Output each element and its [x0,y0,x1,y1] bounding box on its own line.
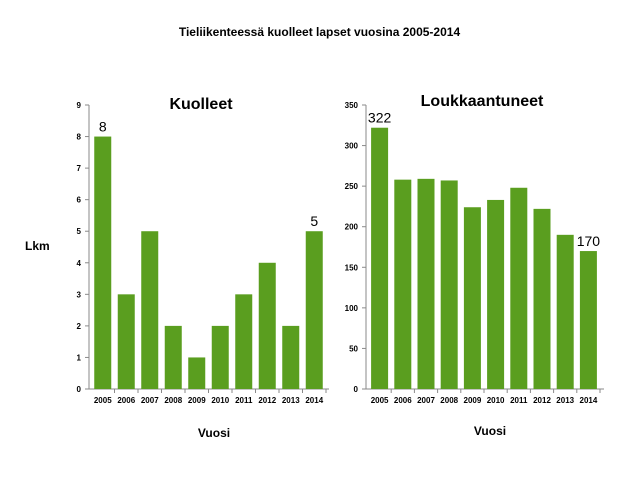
kuolleet-chart: Kuolleet 0 1 2 3 4 5 6 7 8 9 2005 2006 2007 2008 2009 20… [77,96,329,440]
loukkaantuneet-y-tick-label: 150 [345,263,359,272]
kuolleet-x-tick-label: 2009 [188,396,206,405]
loukkaantuneet-bar-2014 [579,251,597,389]
kuolleet-x-axis-label: Vuosi [198,426,230,440]
kuolleet-x-tick-label: 2008 [164,396,182,405]
loukkaantuneet-bar-2013 [556,234,574,389]
loukkaantuneet-x-tick-label: 2007 [417,396,435,405]
loukkaantuneet-chart: Loukkaantuneet 0 50 100 150 200 250 300 350 2005 2… [345,93,604,438]
kuolleet-bar-2013 [282,325,300,389]
loukkaantuneet-x-tick-label: 2013 [556,396,574,405]
kuolleet-y-tick-label: 6 [77,196,82,205]
kuolleet-bar-2010 [211,325,229,389]
kuolleet-title: Kuolleet [169,96,233,113]
kuolleet-x-tick-label: 2011 [235,396,253,405]
kuolleet-x-tick-label: 2014 [305,396,323,405]
loukkaantuneet-x-tick-label: 2005 [371,396,389,405]
kuolleet-x-tick-label: 2012 [258,396,276,405]
kuolleet-bar-2008 [164,325,182,389]
loukkaantuneet-x-tick-label: 2006 [394,396,412,405]
loukkaantuneet-bar-2007 [417,178,435,389]
kuolleet-y-tick-label: 4 [77,259,82,268]
loukkaantuneet-y-tick-label: 200 [345,223,359,232]
loukkaantuneet-bar-2005 [371,127,389,389]
kuolleet-x-tick-label: 2005 [94,396,112,405]
kuolleet-bar-2014 [305,231,323,389]
loukkaantuneet-y-tick-label: 300 [345,142,359,151]
kuolleet-y-tick-label: 1 [77,353,82,362]
kuolleet-bar-2005 [94,136,112,389]
kuolleet-bar-2009 [188,357,206,389]
loukkaantuneet-y-tick-label: 50 [349,344,358,353]
loukkaantuneet-x-tick-label: 2012 [533,396,551,405]
loukkaantuneet-bar-2009 [463,207,481,389]
loukkaantuneet-y-tick-label: 100 [345,304,359,313]
kuolleet-data-label: 5 [310,213,318,229]
page-title: Tieliikenteessä kuolleet lapset vuosina … [178,25,461,39]
loukkaantuneet-bar-2011 [510,187,528,389]
kuolleet-bar-2007 [141,231,159,389]
kuolleet-bar-2011 [235,294,253,389]
kuolleet-data-label: 8 [99,119,107,135]
loukkaantuneet-bar-2010 [487,199,505,389]
kuolleet-y-tick-label: 0 [77,385,82,394]
kuolleet-y-tick-label: 5 [77,227,82,236]
loukkaantuneet-bar-2006 [394,179,412,389]
loukkaantuneet-x-tick-label: 2008 [440,396,458,405]
kuolleet-y-tick-label: 8 [77,133,82,142]
loukkaantuneet-x-axis-label: Vuosi [474,424,506,438]
loukkaantuneet-title: Loukkaantuneet [421,93,544,110]
kuolleet-bar-2012 [258,262,276,389]
loukkaantuneet-y-tick-label: 250 [345,182,359,191]
loukkaantuneet-x-tick-label: 2014 [580,396,598,405]
kuolleet-y-tick-label: 3 [77,290,82,299]
loukkaantuneet-bar-2008 [440,180,458,389]
loukkaantuneet-y-tick-label: 350 [345,101,359,110]
y-axis-label: Lkm [25,239,50,253]
kuolleet-bar-2006 [117,294,135,389]
kuolleet-x-tick-label: 2013 [282,396,300,405]
loukkaantuneet-x-tick-label: 2009 [464,396,482,405]
loukkaantuneet-bar-2012 [533,208,551,389]
loukkaantuneet-data-label: 170 [577,233,601,249]
loukkaantuneet-x-tick-label: 2010 [487,396,505,405]
loukkaantuneet-x-tick-label: 2011 [510,396,528,405]
kuolleet-x-tick-label: 2006 [117,396,135,405]
kuolleet-y-tick-label: 2 [77,322,82,331]
loukkaantuneet-data-label: 322 [368,110,392,126]
kuolleet-x-tick-label: 2007 [141,396,159,405]
kuolleet-x-tick-label: 2010 [211,396,229,405]
kuolleet-y-tick-label: 9 [77,101,82,110]
kuolleet-y-tick-label: 7 [77,164,82,173]
loukkaantuneet-y-tick-label: 0 [354,385,359,394]
